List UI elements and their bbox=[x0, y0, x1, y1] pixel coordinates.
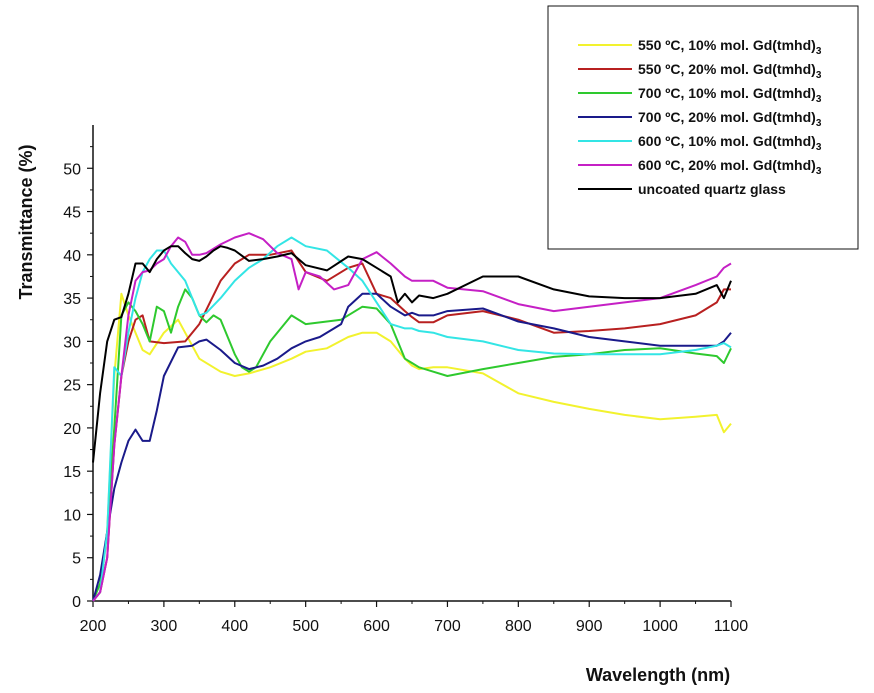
legend-label-subscript: 3 bbox=[816, 46, 822, 57]
legend-label-subscript: 3 bbox=[816, 142, 822, 153]
series-line-7 bbox=[92, 245, 732, 463]
y-tick-label: 0 bbox=[72, 594, 81, 611]
legend-label: uncoated quartz glass bbox=[638, 181, 786, 197]
y-tick-label: 5 bbox=[72, 551, 81, 568]
series-line-3 bbox=[92, 288, 732, 602]
series-line-4 bbox=[92, 292, 732, 602]
legend-label-subscript: 3 bbox=[816, 70, 822, 81]
y-tick-label: 25 bbox=[63, 378, 81, 395]
legend-label: 700 ºC, 20% mol. Gd(tmhd)3 bbox=[638, 109, 822, 129]
y-tick-label: 50 bbox=[63, 161, 81, 178]
x-tick-label: 700 bbox=[434, 618, 461, 635]
legend-label: 550 ºC, 10% mol. Gd(tmhd)3 bbox=[638, 37, 822, 57]
legend-label-text: 700 ºC, 10% mol. Gd(tmhd) bbox=[638, 85, 816, 101]
legend-label-text: 600 ºC, 10% mol. Gd(tmhd) bbox=[638, 133, 816, 149]
legend-label-subscript: 3 bbox=[816, 94, 822, 105]
y-ticks: 0 5 10 15 20 25 30 35 40 45 50 bbox=[63, 146, 93, 611]
x-tick-label: 500 bbox=[292, 618, 319, 635]
series-line-2 bbox=[92, 249, 731, 602]
y-axis-title: Transmittance (%) bbox=[16, 144, 36, 299]
y-tick-label: 45 bbox=[63, 205, 81, 222]
legend-label-text: 550 ºC, 10% mol. Gd(tmhd) bbox=[638, 37, 816, 53]
x-axis-title: Wavelength (nm) bbox=[586, 665, 730, 685]
legend-label: 600 ºC, 20% mol. Gd(tmhd)3 bbox=[638, 157, 822, 177]
legend-label: 700 ºC, 10% mol. Gd(tmhd)3 bbox=[638, 85, 822, 105]
legend-box bbox=[547, 5, 859, 250]
legend-label-text: 550 ºC, 20% mol. Gd(tmhd) bbox=[638, 61, 816, 77]
y-tick-label: 15 bbox=[63, 464, 81, 481]
series-lines bbox=[92, 232, 732, 602]
x-ticks: 200 300 400 500 600 700 800 900 1000 1100 bbox=[80, 601, 749, 635]
legend-label-text: 600 ºC, 20% mol. Gd(tmhd) bbox=[638, 157, 816, 173]
x-tick-label: 1000 bbox=[642, 618, 678, 635]
series-line-1 bbox=[92, 292, 732, 602]
legend-label-text: uncoated quartz glass bbox=[638, 181, 786, 197]
x-tick-label: 300 bbox=[151, 618, 178, 635]
y-tick-label: 30 bbox=[63, 334, 81, 351]
y-tick-label: 20 bbox=[63, 421, 81, 438]
x-tick-label: 400 bbox=[221, 618, 248, 635]
legend-label: 600 ºC, 10% mol. Gd(tmhd)3 bbox=[638, 133, 822, 153]
y-tick-label: 35 bbox=[63, 291, 81, 308]
legend-label-text: 700 ºC, 20% mol. Gd(tmhd) bbox=[638, 109, 816, 125]
legend-label-subscript: 3 bbox=[816, 166, 822, 177]
x-tick-label: 800 bbox=[505, 618, 532, 635]
legend-label: 550 ºC, 20% mol. Gd(tmhd)3 bbox=[638, 61, 822, 81]
legend-label-subscript: 3 bbox=[816, 118, 822, 129]
series-line-5 bbox=[92, 236, 732, 602]
x-tick-label: 200 bbox=[80, 618, 107, 635]
y-tick-label: 10 bbox=[63, 507, 81, 524]
x-tick-label: 600 bbox=[363, 618, 390, 635]
y-tick-label: 40 bbox=[63, 248, 81, 265]
series-line-6 bbox=[92, 232, 732, 602]
x-tick-label: 900 bbox=[576, 618, 603, 635]
x-tick-label: 1100 bbox=[714, 618, 749, 635]
